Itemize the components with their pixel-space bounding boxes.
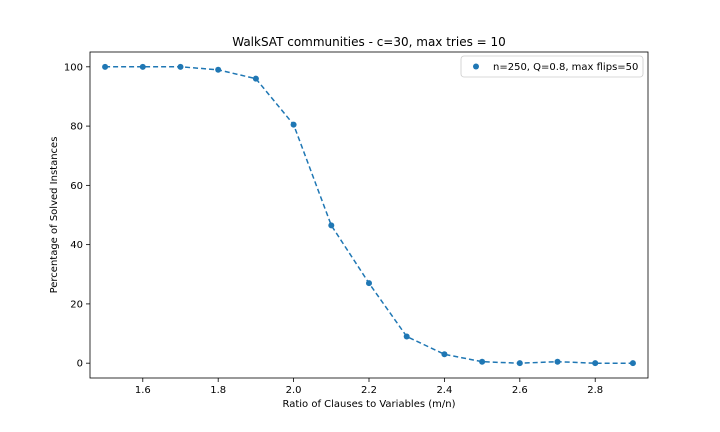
legend-marker (473, 63, 479, 70)
x-tick-label: 2.0 (286, 385, 302, 396)
y-tick-label: 100 (64, 62, 83, 73)
x-tick-label: 1.6 (135, 385, 151, 396)
data-point (592, 360, 599, 367)
plot-area (89, 51, 649, 379)
legend-box (460, 55, 644, 78)
data-point (139, 63, 146, 70)
data-point (290, 121, 297, 128)
data-point (516, 360, 523, 367)
chart-title: WalkSAT communities - c=30, max tries = … (232, 35, 506, 49)
legend-label: n=250, Q=0.8, max flips=50 (493, 62, 638, 73)
data-point (328, 222, 335, 229)
x-tick-label: 2.4 (436, 385, 452, 396)
y-axis-label: Percentage of Solved Instances (49, 137, 60, 294)
data-point (102, 63, 109, 70)
x-tick-label: 2.8 (587, 385, 603, 396)
x-tick-label: 2.6 (512, 385, 528, 396)
x-axis: 1.6 1.8 2.0 2.2 2.4 2.6 2.8 (135, 378, 603, 396)
legend: n=250, Q=0.8, max flips=50 (460, 55, 644, 78)
data-point (403, 333, 410, 340)
x-axis-label: Ratio of Clauses to Variables (m/n) (283, 399, 456, 410)
y-tick-label: 80 (70, 122, 83, 133)
data-point (366, 280, 372, 287)
data-point (177, 63, 184, 70)
data-point (441, 351, 448, 358)
y-axis: 0 20 40 60 80 100 (64, 62, 90, 370)
x-tick-label: 2.2 (361, 385, 377, 396)
data-point (554, 358, 561, 365)
y-tick-label: 40 (70, 240, 83, 251)
y-tick-label: 60 (70, 181, 83, 192)
data-point (629, 360, 636, 367)
x-tick-label: 1.8 (210, 385, 226, 396)
data-series (102, 63, 636, 367)
y-tick-label: 0 (77, 359, 83, 370)
data-point (479, 358, 486, 365)
data-point (252, 75, 259, 82)
y-tick-label: 20 (70, 299, 83, 310)
data-point (215, 66, 222, 73)
